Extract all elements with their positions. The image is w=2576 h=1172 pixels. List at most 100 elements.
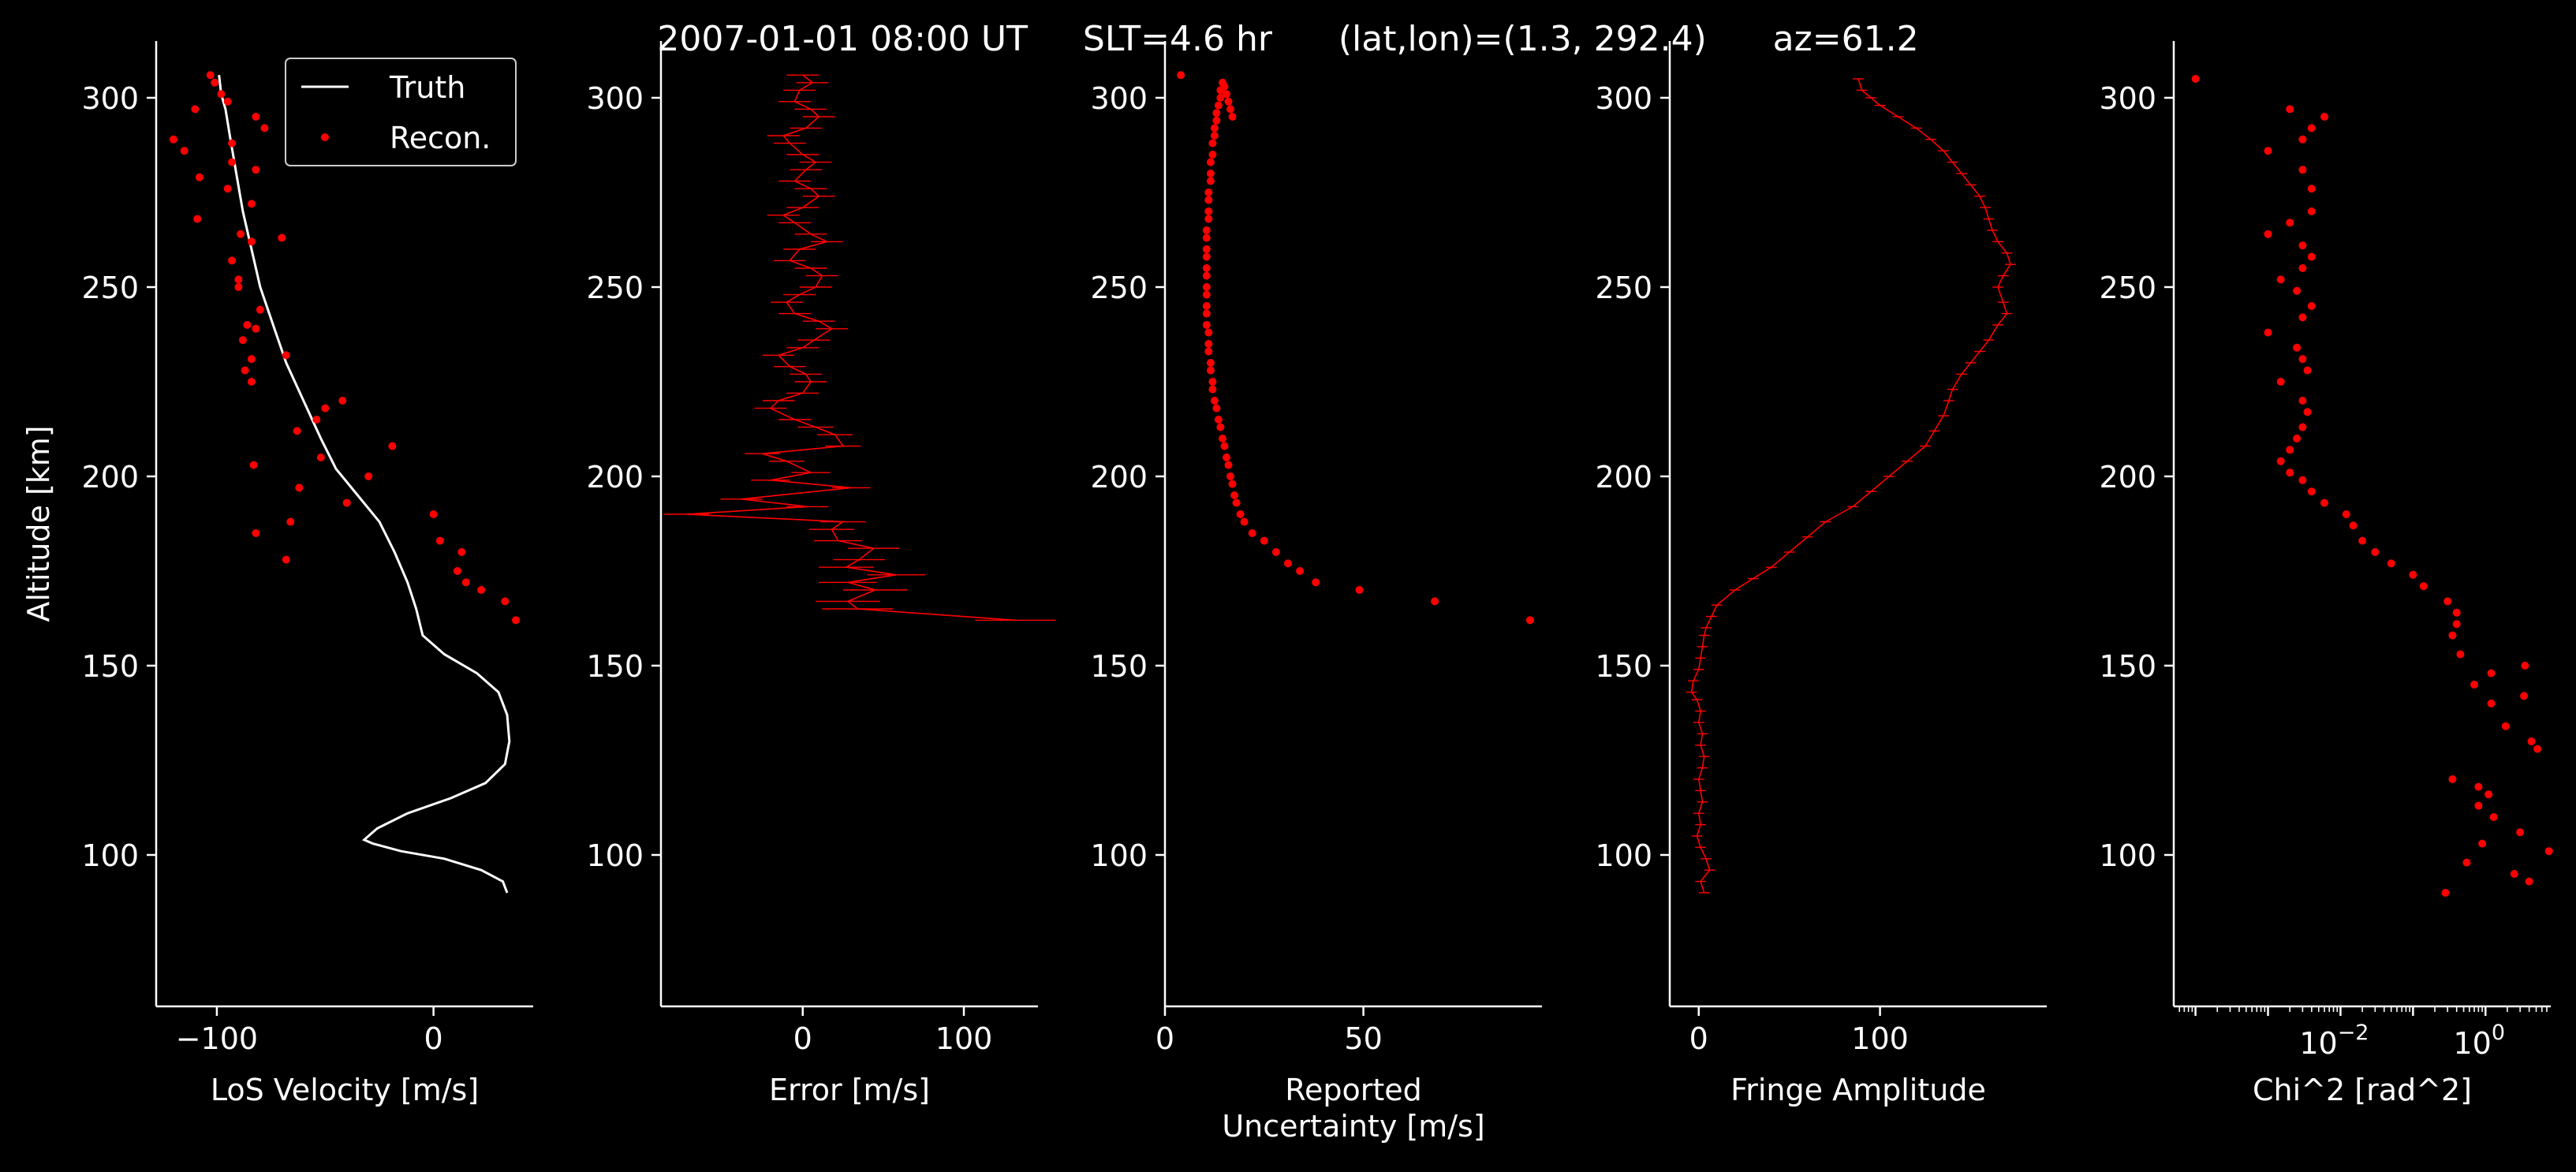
data-point <box>1212 116 1221 125</box>
data-point <box>1355 586 1364 594</box>
data-point <box>252 166 260 174</box>
data-point <box>1206 177 1215 185</box>
data-point <box>501 597 510 606</box>
x-tick-label: −100 <box>176 1021 258 1056</box>
data-point <box>217 90 226 99</box>
data-point <box>1248 529 1256 537</box>
x-tick-label: 0 <box>1155 1021 1174 1056</box>
y-tick-label: 200 <box>1595 460 1652 495</box>
data-point <box>247 237 256 246</box>
x-tick-label: 100 <box>1851 1021 1909 1056</box>
data-point <box>1202 283 1211 291</box>
data-point <box>1204 188 1213 196</box>
data-point <box>2448 775 2457 783</box>
data-point <box>1223 453 1230 461</box>
y-tick-label: 100 <box>1090 838 1148 873</box>
data-point <box>2462 858 2471 867</box>
data-point <box>1224 97 1233 106</box>
data-point <box>1284 559 1292 568</box>
data-point <box>170 135 177 144</box>
data-point <box>2441 889 2450 897</box>
legend-recon-swatch <box>321 133 329 141</box>
data-point <box>477 586 486 594</box>
x-axis-label-line: Chi^2 [rad^2] <box>2253 1073 2472 1107</box>
data-point <box>2264 328 2272 337</box>
x-axis-label: Error [m/s] <box>769 1073 930 1107</box>
data-point <box>1202 245 1211 253</box>
x-tick-label-exponent: −2 <box>2338 1021 2369 1045</box>
data-point <box>228 256 237 265</box>
series-0 <box>1177 71 1534 625</box>
y-tick-label: 100 <box>586 838 644 873</box>
x-tick-label-base: 10 <box>2299 1026 2337 1061</box>
data-point <box>286 517 295 526</box>
legend-box <box>285 58 517 166</box>
data-point <box>1206 170 1215 177</box>
x-axis-label-line: Fringe Amplitude <box>1730 1073 1986 1107</box>
panel-3: 100 150 200 250 300 0 50 Reported Uncertainty [m… <box>1090 41 1542 1144</box>
data-point <box>2264 230 2272 238</box>
data-point <box>1226 472 1234 480</box>
data-point <box>1232 498 1241 507</box>
data-point <box>1216 423 1225 431</box>
data-point <box>252 113 260 121</box>
data-point <box>252 324 260 333</box>
y-tick-label: 150 <box>1595 649 1652 684</box>
data-point <box>2320 498 2328 507</box>
y-tick-label: 100 <box>2099 838 2156 873</box>
data-point <box>2456 650 2465 659</box>
y-axis-label: Altitude [km] <box>21 425 56 621</box>
data-point <box>2298 241 2307 250</box>
data-point <box>1202 302 1211 310</box>
data-point <box>2298 397 2307 405</box>
figure-title: 2007-01-01 08:00 UT SLT=4.6 hr (lat,lon)… <box>657 19 1918 59</box>
data-point <box>2474 801 2483 810</box>
data-point <box>2307 302 2316 310</box>
data-point <box>2293 343 2302 352</box>
data-point <box>2525 877 2533 886</box>
x-axis-label-line: Uncertainty [m/s] <box>1222 1109 1484 1144</box>
series-recon <box>170 71 520 625</box>
data-point <box>223 185 232 193</box>
data-point <box>2298 135 2307 144</box>
data-point <box>2264 147 2272 155</box>
x-tick-label: 0 <box>793 1021 812 1056</box>
data-point <box>2521 662 2529 670</box>
data-point <box>1210 132 1219 140</box>
data-point <box>1219 435 1226 442</box>
data-point <box>2349 521 2358 530</box>
data-point <box>1204 215 1213 223</box>
data-point <box>2293 435 2302 442</box>
y-tick-label: 200 <box>2099 460 2156 495</box>
data-point <box>1228 113 1237 121</box>
data-point <box>2286 446 2294 454</box>
data-point <box>2307 487 2316 496</box>
data-point <box>2478 839 2487 848</box>
data-point <box>2298 355 2307 364</box>
data-point <box>1260 536 1268 545</box>
legend-label: Truth <box>389 70 465 105</box>
data-point <box>321 404 330 412</box>
x-axis-label-line: LoS Velocity [m/s] <box>211 1073 479 1107</box>
data-point <box>282 555 290 564</box>
data-point <box>1202 252 1211 261</box>
y-tick-label: 300 <box>1090 81 1148 116</box>
x-tick-label: 0 <box>424 1021 443 1056</box>
x-axis-label: Chi^2 [rad^2] <box>2253 1073 2472 1107</box>
y-tick-label: 250 <box>1595 271 1652 305</box>
data-point <box>195 173 203 181</box>
data-point <box>247 378 256 386</box>
data-point <box>2298 313 2307 322</box>
data-point <box>429 510 438 518</box>
data-point <box>2276 275 2285 284</box>
data-point <box>282 351 290 360</box>
data-point <box>295 483 304 492</box>
x-axis-label: Reported Uncertainty [m/s] <box>1222 1073 1484 1144</box>
data-point <box>1431 597 1439 606</box>
data-point <box>1210 124 1219 133</box>
data-point <box>228 158 237 166</box>
data-point <box>1206 158 1215 166</box>
data-point <box>1202 264 1211 272</box>
data-point <box>1204 207 1213 215</box>
data-point <box>364 472 373 480</box>
